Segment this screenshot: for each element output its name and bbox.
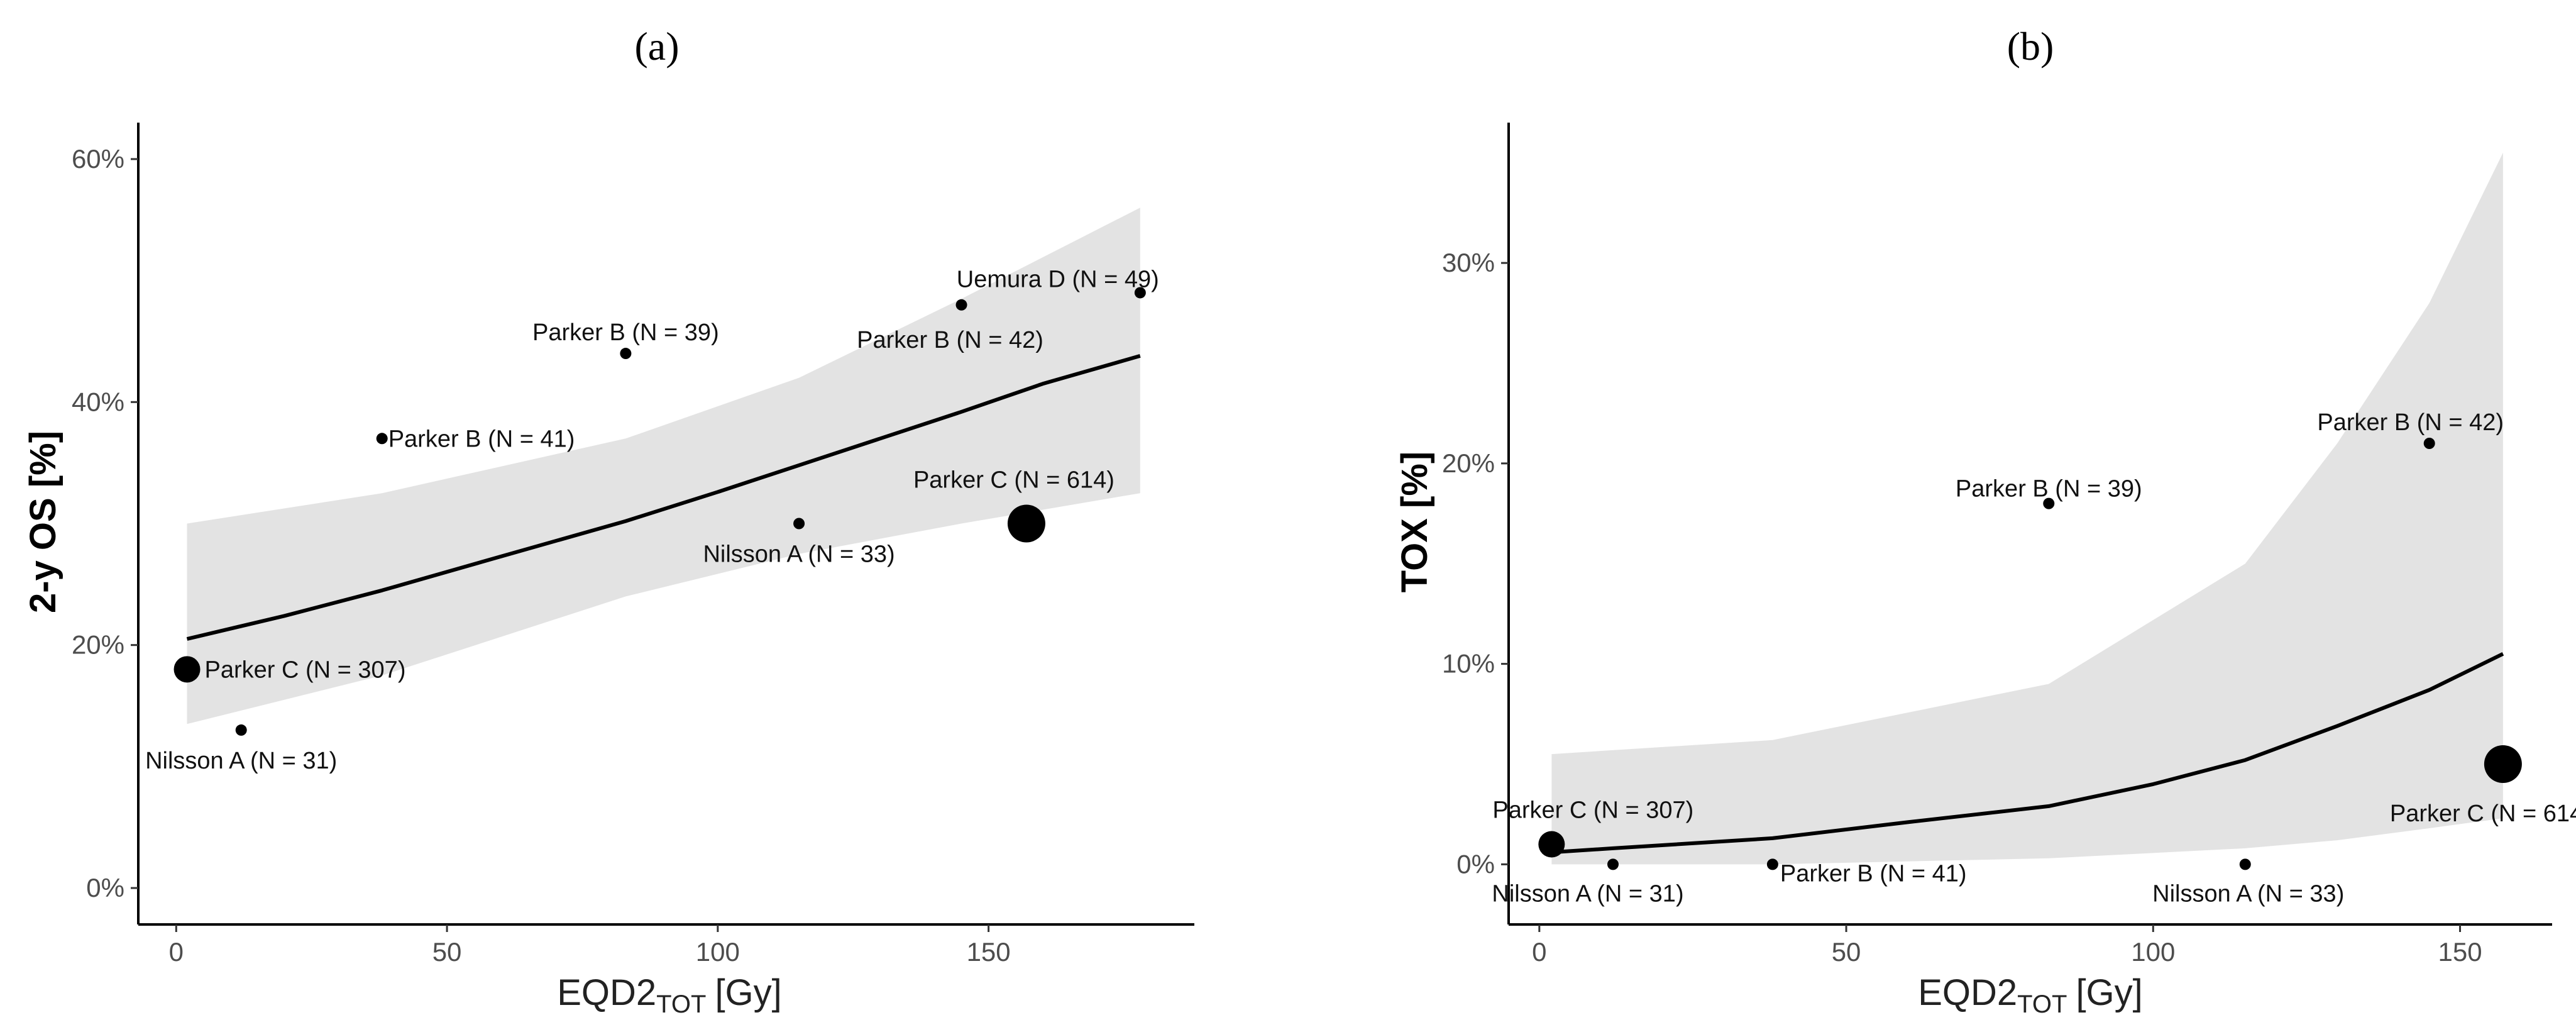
x-axis-title: EQD2TOT [Gy] <box>557 972 782 1018</box>
panel-a: (a) 0% 20% 40% 60% 0 50 100 150 Parker C (N = 3… <box>23 24 1194 1018</box>
point-label: Nilsson A (N = 33) <box>2152 880 2344 907</box>
data-point <box>955 299 967 311</box>
data-point <box>1607 858 1619 870</box>
x-axis-title: EQD2TOT [Gy] <box>1918 972 2143 1018</box>
data-point <box>620 348 632 360</box>
y-tick-label: 0% <box>1456 849 1495 879</box>
fit-line <box>186 354 1141 641</box>
point-label: Parker B (N = 41) <box>388 426 575 452</box>
y-tick-label: 10% <box>1442 649 1495 679</box>
y-tick-label: 0% <box>86 873 124 902</box>
point-label: Parker C (N = 614) <box>913 467 1115 494</box>
data-point <box>1538 831 1565 858</box>
point-label: Nilsson A (N = 31) <box>145 748 337 774</box>
panel-b-label: (b) <box>2007 24 2054 69</box>
x-tick-label: 0 <box>169 937 184 967</box>
data-point <box>1007 504 1045 543</box>
y-tick-label: 20% <box>72 630 124 660</box>
data-point <box>1134 287 1146 299</box>
x-tick-label: 150 <box>2438 937 2482 967</box>
panel-a-label: (a) <box>634 24 679 69</box>
point-label: Uemura D (N = 49) <box>957 266 1159 292</box>
fit-line <box>1551 652 2504 855</box>
data-point <box>376 433 388 445</box>
y-tick-label: 60% <box>72 144 124 174</box>
panel-b: (b) 0% 10% 20% 30% 0 50 100 150 Parker C (N = 3… <box>1394 24 2576 1018</box>
data-point <box>2043 497 2055 509</box>
x-tick-label: 150 <box>967 937 1011 967</box>
point-label: Parker B (N = 42) <box>2317 409 2504 436</box>
y-axis-title: TOX [%] <box>1394 452 1435 593</box>
data-point <box>793 518 805 530</box>
x-tick-label: 100 <box>696 937 740 967</box>
x-tick-label: 0 <box>1532 937 1546 967</box>
data-point <box>2239 858 2251 870</box>
x-tick-label: 50 <box>432 937 462 967</box>
point-label: Parker C (N = 307) <box>205 657 406 683</box>
y-tick-label: 30% <box>1442 248 1495 277</box>
data-point <box>2484 745 2522 783</box>
y-tick-label: 40% <box>72 387 124 416</box>
data-point <box>2423 438 2435 449</box>
y-tick-label: 20% <box>1442 448 1495 478</box>
point-label: Nilsson A (N = 31) <box>1492 880 1683 907</box>
point-label: Parker C (N = 614) <box>2390 801 2576 827</box>
point-label: Parker C (N = 307) <box>1492 797 1693 824</box>
data-point <box>173 656 201 683</box>
confidence-band <box>1551 152 2503 865</box>
point-label: Nilsson A (N = 33) <box>703 541 894 568</box>
point-label: Parker B (N = 42) <box>857 327 1043 353</box>
data-point <box>235 724 247 736</box>
x-tick-label: 50 <box>1832 937 1861 967</box>
point-label: Parker B (N = 39) <box>1956 476 2142 502</box>
confidence-band <box>187 208 1140 724</box>
point-label: Parker B (N = 41) <box>1780 860 1967 887</box>
data-point <box>1766 858 1778 870</box>
point-label: Parker B (N = 39) <box>532 319 719 346</box>
y-axis-title: 2-y OS [%] <box>23 431 63 613</box>
x-tick-label: 100 <box>2131 937 2175 967</box>
